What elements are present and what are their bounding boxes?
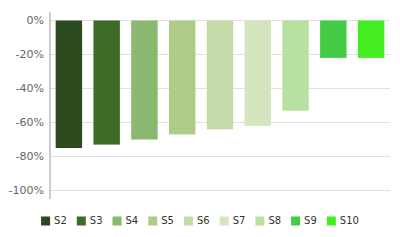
- legend-label: S4: [126, 215, 139, 226]
- bar: [245, 21, 271, 126]
- legend-label: S7: [233, 215, 246, 226]
- legend-item: S8: [255, 215, 281, 226]
- legend-item: S2: [41, 215, 67, 226]
- y-tick-label: 0%: [27, 14, 44, 27]
- legend-item: S5: [148, 215, 174, 226]
- legend-item: S4: [113, 215, 139, 226]
- y-tick-label: -100%: [9, 184, 44, 197]
- bar: [169, 21, 195, 135]
- bar: [56, 21, 82, 149]
- bar: [207, 21, 233, 130]
- legend-label: S8: [268, 215, 281, 226]
- legend-swatch: [220, 217, 229, 226]
- legend-swatch: [148, 217, 157, 226]
- legend-label: S6: [197, 215, 210, 226]
- bars: [56, 21, 385, 149]
- legend-swatch: [255, 217, 264, 226]
- legend-label: S2: [54, 215, 67, 226]
- bar: [358, 21, 384, 58]
- grid: [50, 21, 390, 191]
- chart: 0%-20%-40%-60%-80%-100%S2S3S4S5S6S7S8S9S…: [0, 0, 400, 237]
- y-tick-label: -20%: [16, 48, 44, 61]
- legend-label: S5: [161, 215, 174, 226]
- legend-item: S10: [327, 215, 359, 226]
- legend-swatch: [327, 217, 336, 226]
- legend-swatch: [41, 217, 50, 226]
- bar: [93, 21, 119, 145]
- y-tick-label: -60%: [16, 116, 44, 129]
- y-tick-label: -40%: [16, 82, 44, 95]
- bar: [131, 21, 157, 140]
- legend-swatch: [113, 217, 122, 226]
- legend-label: S3: [90, 215, 103, 226]
- legend-item: S6: [184, 215, 210, 226]
- legend: S2 S3 S4 S5 S6 S7 S8 S9 S10: [41, 215, 359, 226]
- bar: [320, 21, 346, 58]
- legend-swatch: [291, 217, 300, 226]
- y-tick-label: -80%: [16, 150, 44, 163]
- legend-label: S9: [304, 215, 317, 226]
- y-axis-line: [50, 12, 51, 199]
- bar: [282, 21, 308, 111]
- legend-swatch: [77, 217, 86, 226]
- legend-item: S9: [291, 215, 317, 226]
- legend-swatch: [184, 217, 193, 226]
- legend-item: S7: [220, 215, 246, 226]
- grid-line: [50, 190, 390, 191]
- grid-line: [50, 156, 390, 157]
- legend-label: S10: [340, 215, 359, 226]
- legend-item: S3: [77, 215, 103, 226]
